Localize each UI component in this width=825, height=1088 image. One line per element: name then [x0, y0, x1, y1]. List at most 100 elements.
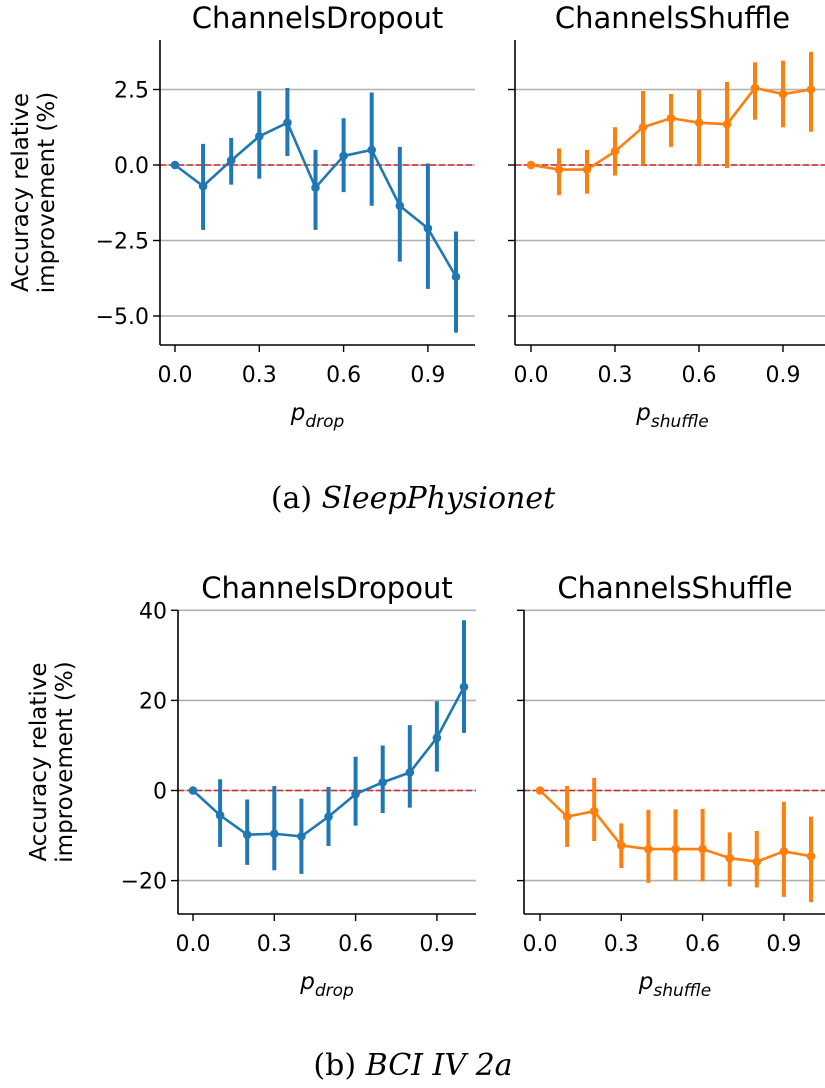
x-tick-label: 0.9 — [419, 932, 454, 957]
panels: 2.50.0−2.5−5.00.0 0.3 0.6 0.9pdropAccuracy … — [8, 1, 825, 1001]
data-point — [778, 89, 788, 99]
x-tick-label: 0.3 — [242, 363, 277, 388]
x-tick-label: 0.9 — [766, 363, 801, 388]
caption-b-name: BCI IV 2a — [365, 1048, 513, 1083]
y-axis-label-line1: Accuracy relative — [8, 93, 34, 292]
x-axis-label-sub: drop — [315, 981, 354, 1001]
data-point — [339, 151, 348, 161]
data-point — [722, 119, 732, 129]
data-point — [242, 830, 252, 839]
x-tick-label: 0.3 — [257, 932, 292, 957]
panel-title: ChannelsShuffle — [557, 571, 792, 605]
data-point — [432, 733, 442, 743]
x-tick-label: 0.6 — [685, 932, 720, 957]
x-axis-label-main: p — [635, 400, 651, 426]
panel-title: ChannelsDropout — [201, 571, 452, 605]
data-point — [270, 829, 279, 839]
data-point — [725, 853, 734, 863]
data-point — [405, 768, 415, 777]
x-tick-label: 0.0 — [523, 932, 558, 957]
x-tick-label: 0.0 — [176, 932, 211, 957]
data-point — [694, 118, 704, 128]
data-point — [378, 778, 388, 787]
data-point — [283, 118, 292, 128]
data-point — [367, 145, 377, 155]
data-point — [188, 786, 198, 795]
y-tick-label: 0.0 — [114, 154, 149, 179]
data-point — [752, 857, 762, 866]
y-tick-label: 2.5 — [114, 79, 149, 104]
y-tick-label: −2.5 — [96, 230, 149, 255]
data-point — [170, 160, 180, 170]
data-point — [311, 183, 320, 192]
caption-a-label: (a) — [271, 481, 312, 516]
y-tick-label: −20 — [121, 870, 167, 895]
y-tick-label: −5.0 — [96, 305, 149, 330]
data-point — [666, 113, 676, 123]
data-point — [526, 160, 536, 170]
data-point — [351, 789, 360, 799]
x-axis-label-main: p — [299, 969, 315, 995]
x-axis-label: pshuffle — [638, 969, 711, 1001]
data-point — [638, 122, 648, 132]
data-point — [617, 841, 626, 850]
x-tick-label: 0.0 — [514, 363, 549, 388]
x-tick-label: 0.9 — [410, 363, 445, 388]
data-point — [554, 165, 564, 174]
x-axis-label: pdrop — [299, 969, 354, 1001]
data-point — [459, 682, 469, 692]
x-tick-label: 0.6 — [326, 363, 361, 388]
x-axis-label-sub: shuffle — [651, 412, 709, 432]
data-point — [806, 85, 816, 94]
chart-panel-b-dropout: 40 20 0 −20 0.0 0.3 0.6 0.9 pdrop Accuracy relati… — [26, 571, 476, 1001]
chart-panel-a-dropout: 2.5 0.0 −2.5 −5.0 0.0 0.3 0.6 0.9 pdrop Accuracy … — [8, 1, 475, 432]
chart-panel-a-shuffle: 0.0 0.3 0.6 0.9 pshuffle ChannelsShuffle — [508, 1, 825, 432]
data-point — [644, 844, 653, 854]
data-point — [226, 156, 236, 165]
data-point — [806, 851, 816, 861]
x-axis-label-main: p — [638, 969, 654, 995]
caption-b-label: (b) — [313, 1048, 356, 1083]
data-point — [215, 810, 225, 820]
data-point — [698, 844, 707, 854]
panel-title: ChannelsDropout — [192, 1, 443, 35]
x-tick-label: 0.3 — [598, 363, 633, 388]
data-point — [451, 272, 461, 282]
data-point — [254, 132, 264, 141]
x-axis-label: pshuffle — [635, 400, 708, 432]
data-point — [589, 806, 599, 816]
caption-a-name: SleepPhysionet — [322, 481, 556, 516]
panel-title: ChannelsShuffle — [555, 1, 790, 35]
y-axis-label-line1: Accuracy relative — [26, 662, 52, 861]
data-point — [671, 844, 680, 854]
x-tick-label: 0.3 — [604, 932, 639, 957]
data-point — [297, 832, 306, 841]
x-axis-label-main: p — [290, 400, 306, 426]
data-point — [395, 201, 405, 211]
data-point — [535, 786, 545, 795]
caption-b: (b) BCI IV 2a — [313, 1048, 512, 1083]
chart-panel-b-shuffle: 0.0 0.3 0.6 0.9 pshuffle ChannelsShuffle — [517, 571, 825, 1001]
y-tick-label: 40 — [139, 599, 167, 624]
y-tick-label: 20 — [139, 689, 167, 714]
y-axis-label-line2: improvement (%) — [52, 661, 78, 862]
y-tick-label: 0 — [153, 780, 167, 805]
data-point — [750, 83, 760, 93]
x-axis-label-sub: drop — [305, 412, 344, 432]
data-point — [562, 812, 572, 821]
data-point — [610, 147, 620, 156]
x-axis-label-sub: shuffle — [653, 981, 711, 1001]
data-point — [423, 224, 433, 233]
x-tick-label: 0.6 — [682, 363, 717, 388]
data-point — [779, 847, 789, 856]
y-axis-label-line2: improvement (%) — [34, 92, 60, 293]
x-axis-label: pdrop — [290, 400, 345, 432]
x-tick-label: 0.9 — [766, 932, 801, 957]
x-tick-label: 0.6 — [338, 932, 373, 957]
data-point — [324, 812, 333, 821]
x-tick-label: 0.0 — [158, 363, 193, 388]
data-point — [582, 165, 592, 174]
caption-a: (a) SleepPhysionet — [271, 481, 556, 516]
data-point — [198, 181, 208, 191]
